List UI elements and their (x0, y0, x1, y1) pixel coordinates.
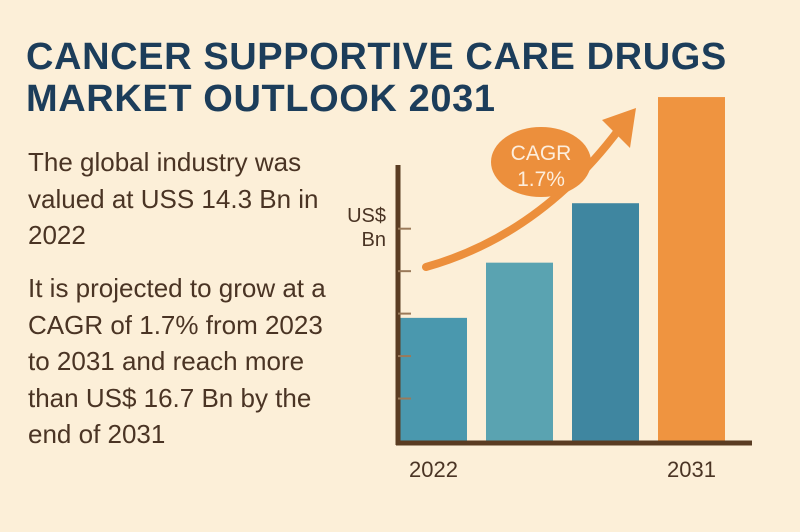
y-axis-label-line2: Bn (362, 229, 386, 251)
x-tick-label: 2022 (409, 457, 458, 482)
projection-text: It is projected to grow at a CAGR of 1.7… (28, 273, 326, 449)
cagr-label: CAGR (511, 142, 572, 165)
page-title: CANCER SUPPORTIVE CARE DRUGS MARKET OUTL… (26, 36, 727, 120)
cagr-bubble (491, 127, 591, 197)
bar-2022 (400, 317, 467, 441)
x-tick-label: 2031 (667, 457, 716, 482)
bar-2031 (658, 97, 725, 442)
growth-arrow (422, 124, 624, 271)
intro-text: The global industry was valued at USS 14… (28, 147, 319, 250)
title-line-1: CANCER SUPPORTIVE CARE DRUGS (26, 36, 727, 78)
bar-bar2 (486, 262, 553, 441)
bar-bar3 (572, 203, 639, 441)
cagr-value: 1.7% (517, 168, 565, 191)
title-line-2: MARKET OUTLOOK 2031 (26, 78, 496, 120)
y-axis-label-line1: US$ (347, 205, 386, 227)
arrow-head-icon (602, 108, 636, 148)
